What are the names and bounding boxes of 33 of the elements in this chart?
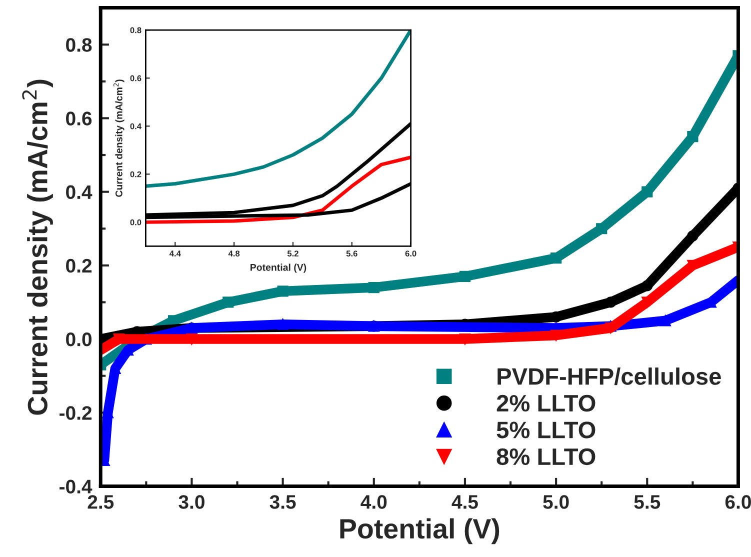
- y-tick-label: 0.2: [66, 258, 92, 273]
- y-tick-label: 0.0: [130, 219, 142, 226]
- y-tick-label: 0.8: [130, 27, 142, 34]
- x-tick-label: 5.6: [346, 250, 358, 256]
- x-axis-title: Potential (V): [250, 264, 306, 273]
- x-tick-label: 5.0: [543, 495, 569, 509]
- x-tick-label: 4.8: [228, 250, 240, 256]
- x-tick-label: 4.5: [452, 495, 478, 509]
- y-tick-label: 0.8: [66, 38, 92, 52]
- y-tick-label: 0.6: [66, 112, 92, 126]
- y-tick-label: -0.2: [60, 406, 92, 420]
- legend-label: PVDF-HFP/cellulose: [498, 368, 721, 386]
- legend-label: 5% LLTO: [496, 422, 596, 438]
- x-tick-label: 4.4: [169, 250, 181, 256]
- y-tick-label: 0.4: [66, 185, 92, 200]
- y-tick-label: 0.0: [66, 332, 92, 346]
- x-tick-label: 4.0: [360, 495, 387, 509]
- x-tick-label: 5.5: [634, 495, 660, 509]
- x-tick-label: 3.0: [178, 495, 204, 509]
- y-axis-title: Current density (mA/cm$^{2}$): [22, 80, 53, 415]
- y-tick-label: 0.2: [130, 171, 142, 178]
- y-axis-title: Current density (mA/cm$^{2}$): [114, 80, 124, 197]
- legend-label: 8% LLTO: [496, 448, 596, 466]
- x-tick-label: 6.0: [405, 250, 416, 256]
- y-tick-label: -0.4: [60, 480, 92, 494]
- legend-label: 2% LLTO: [496, 394, 596, 412]
- x-tick-label: 6.0: [725, 495, 751, 509]
- x-axis-title: Potential (V): [340, 518, 500, 544]
- x-tick-label: 5.2: [287, 250, 298, 256]
- y-tick-label: 0.4: [130, 123, 142, 130]
- x-tick-label: 2.5: [88, 495, 114, 509]
- y-tick-label: 0.6: [130, 75, 142, 82]
- x-tick-label: 3.5: [270, 495, 296, 509]
